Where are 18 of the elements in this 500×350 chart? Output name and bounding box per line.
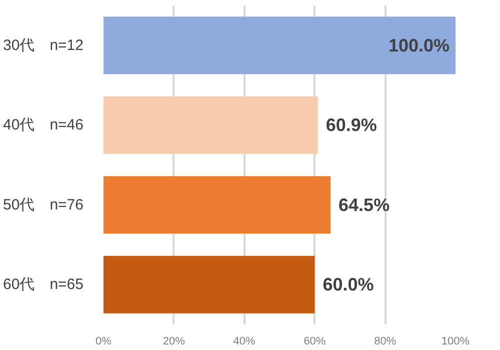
y-tick-label: 40代 n=46	[3, 116, 84, 134]
x-tick-label: 0%	[96, 336, 112, 348]
y-tick-label: 60代 n=65	[3, 276, 84, 294]
data-label: 60.0%	[322, 274, 374, 295]
y-tick-label: 30代 n=12	[3, 36, 84, 54]
x-tick-label: 100%	[441, 336, 470, 348]
y-tick-label: 50代 n=76	[3, 196, 84, 214]
data-label: 100.0%	[388, 35, 450, 56]
bar	[104, 176, 331, 234]
bar	[104, 256, 315, 314]
x-tick-label: 60%	[304, 336, 326, 348]
x-tick-label: 80%	[374, 336, 396, 348]
x-tick-label: 20%	[162, 336, 186, 348]
x-tick-label: 40%	[233, 336, 256, 348]
bar	[104, 16, 456, 74]
bar	[104, 96, 318, 154]
data-label: 60.9%	[326, 115, 377, 136]
data-label: 64.5%	[338, 194, 390, 215]
